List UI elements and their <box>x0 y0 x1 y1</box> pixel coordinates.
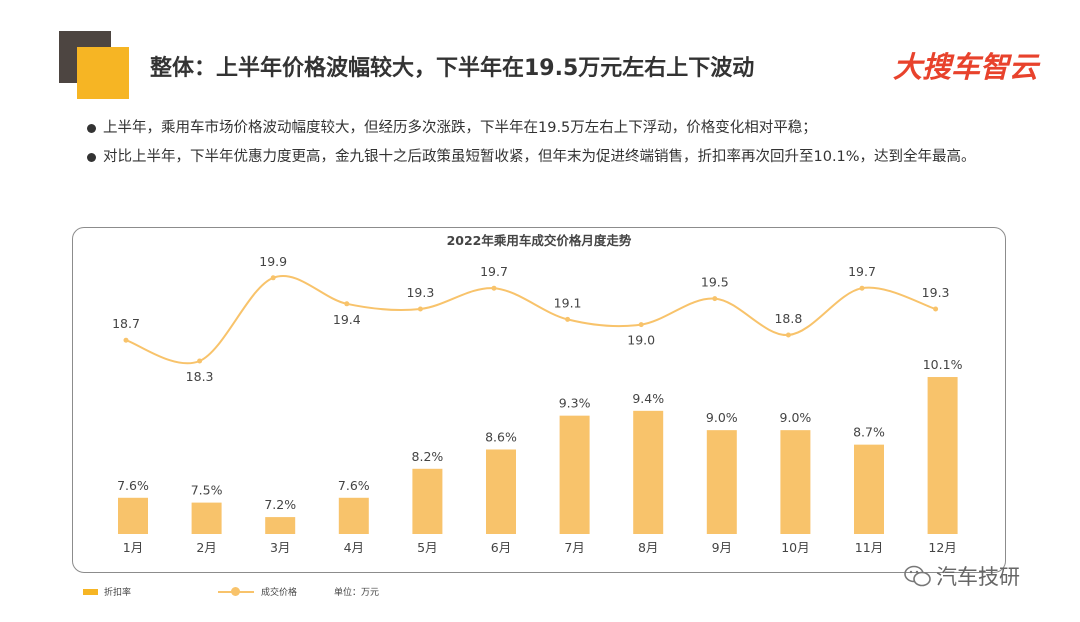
price-line <box>125 275 936 365</box>
unit-note: 单位：万元 <box>334 588 380 598</box>
price-label-6: 19.7 <box>480 264 508 279</box>
title-decoration-yellow <box>77 47 129 99</box>
bar-10 <box>780 430 811 534</box>
chart-frame <box>72 227 1006 573</box>
price-point-4 <box>344 301 350 307</box>
price-label-7: 19.1 <box>554 295 582 310</box>
bar-label-6: 8.6% <box>485 429 517 444</box>
x-tick-8: 8月 <box>638 540 658 555</box>
x-tick-10: 10月 <box>781 540 809 555</box>
price-point-11 <box>859 285 865 291</box>
price-point-6 <box>491 285 497 291</box>
price-label-4: 19.4 <box>333 312 361 327</box>
bar-12 <box>927 377 958 534</box>
x-tick-2: 2月 <box>196 540 216 555</box>
bar-3 <box>265 517 296 534</box>
bar-9 <box>706 430 737 534</box>
price-point-8 <box>638 322 644 328</box>
wechat-icon <box>904 565 931 587</box>
price-point-3 <box>270 275 276 281</box>
bar-label-3: 7.2% <box>264 497 296 512</box>
price-point-1 <box>123 337 129 343</box>
price-label-10: 18.8 <box>774 311 802 326</box>
bar-label-8: 9.4% <box>632 391 664 406</box>
bar-11 <box>854 444 884 534</box>
price-label-8: 19.0 <box>627 333 655 348</box>
price-point-12 <box>933 306 939 312</box>
price-label-12: 19.3 <box>922 285 950 300</box>
summary-bullets: 上半年，乘用车市场价格波动幅度较大，但经历多次涨跌，下半年在19.5万左右上下浮… <box>86 114 1016 172</box>
price-point-5 <box>417 306 423 312</box>
chart-title: 2022年乘用车成交价格月度走势 <box>447 233 632 248</box>
bullet-2: 对比上半年，下半年优惠力度更高，金九银十之后政策虽短暂收紧，但年末为促进终端销售… <box>86 143 1016 172</box>
bar-5 <box>412 468 443 534</box>
x-tick-12: 12月 <box>928 540 956 555</box>
x-tick-5: 5月 <box>417 540 437 555</box>
watermark-text: 汽车技研 <box>936 565 1020 589</box>
x-tick-1: 1月 <box>123 540 143 555</box>
x-tick-4: 4月 <box>344 540 364 555</box>
price-label-2: 18.3 <box>186 369 214 384</box>
price-label-11: 19.7 <box>848 264 876 279</box>
bar-label-7: 9.3% <box>559 396 591 411</box>
bar-label-5: 8.2% <box>412 449 444 464</box>
x-tick-7: 7月 <box>564 540 584 555</box>
legend-bar-swatch <box>83 589 98 595</box>
x-tick-9: 9月 <box>712 540 732 555</box>
price-label-9: 19.5 <box>701 275 729 290</box>
bar-2 <box>191 502 222 534</box>
page-title: 整体：上半年价格波幅较大，下半年在19.5万元左右上下波动 <box>150 56 755 81</box>
bar-7 <box>559 415 590 534</box>
legend-line-label: 成交价格 <box>261 588 298 598</box>
x-tick-3: 3月 <box>270 540 290 555</box>
price-point-2 <box>197 358 203 364</box>
bar-6 <box>486 449 516 534</box>
bar-1 <box>118 497 148 534</box>
legend-line-dot <box>231 587 240 596</box>
brand-logo: 大搜车智云 <box>893 50 1039 84</box>
price-label-1: 18.7 <box>112 316 140 331</box>
price-label-5: 19.3 <box>406 285 434 300</box>
bar-label-12: 10.1% <box>923 357 963 372</box>
x-tick-11: 11月 <box>855 540 883 555</box>
bar-label-9: 9.0% <box>706 410 738 425</box>
x-tick-6: 6月 <box>491 540 511 555</box>
bar-label-10: 9.0% <box>780 410 812 425</box>
bar-label-1: 7.6% <box>117 478 149 493</box>
bar-label-2: 7.5% <box>191 483 223 498</box>
bar-label-11: 8.7% <box>853 425 885 440</box>
legend-bar-label: 折扣率 <box>104 588 132 598</box>
price-point-10 <box>785 332 791 338</box>
bullet-1: 上半年，乘用车市场价格波动幅度较大，但经历多次涨跌，下半年在19.5万左右上下浮… <box>86 114 1016 143</box>
price-label-3: 19.9 <box>259 254 287 269</box>
price-point-7 <box>565 316 571 322</box>
price-point-9 <box>712 296 718 302</box>
bar-4 <box>338 497 369 534</box>
chart-legend: 折扣率 成交价格 单位：万元 <box>0 580 1080 604</box>
bar-8 <box>633 410 664 534</box>
bar-label-4: 7.6% <box>338 478 370 493</box>
